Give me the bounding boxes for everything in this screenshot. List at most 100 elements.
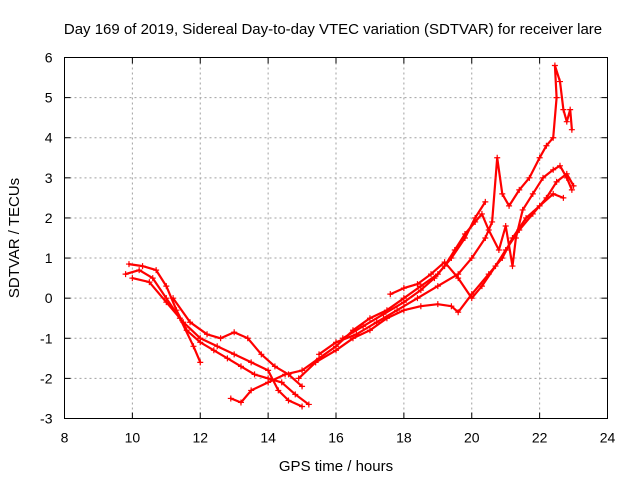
data-point-marker [299, 403, 306, 410]
data-point-marker [516, 186, 523, 193]
data-point-marker [570, 182, 577, 189]
data-point-marker [492, 263, 499, 270]
data-point-marker [543, 194, 550, 201]
satellite-track-3 [131, 277, 304, 408]
data-point-marker [494, 154, 501, 161]
data-point-marker [434, 301, 441, 308]
x-tick-label: 18 [396, 430, 412, 446]
data-point-marker [526, 174, 533, 181]
data-point-marker [468, 295, 475, 302]
data-point-marker [251, 371, 258, 378]
data-point-marker [451, 247, 458, 254]
data-point-marker [312, 359, 319, 366]
data-point-marker [482, 198, 489, 205]
data-point-marker [417, 287, 424, 294]
data-point-marker [472, 218, 479, 225]
data-point-marker [394, 307, 401, 314]
data-point-marker [333, 339, 339, 346]
data-point-marker [163, 283, 170, 290]
data-point-marker [495, 247, 502, 254]
data-point-marker [441, 259, 448, 266]
x-tick-label: 14 [260, 430, 276, 446]
data-point-marker [560, 106, 567, 113]
satellite-track-5 [229, 200, 487, 404]
data-point-marker [434, 283, 441, 290]
data-point-marker [489, 218, 496, 225]
data-point-marker [224, 355, 231, 362]
data-point-marker [295, 375, 302, 382]
data-point-marker [163, 299, 170, 306]
data-point-marker [551, 62, 558, 69]
data-point-marker [153, 267, 160, 274]
data-point-marker [414, 295, 421, 302]
x-tick-label: 22 [532, 430, 548, 446]
data-point-marker [248, 359, 255, 366]
data-point-marker [265, 379, 272, 386]
data-point-marker [400, 299, 407, 306]
y-tick-label: -2 [40, 370, 53, 386]
data-point-marker [333, 347, 339, 354]
data-point-marker [366, 327, 373, 334]
data-point-marker [536, 154, 543, 161]
data-point-marker [550, 134, 557, 141]
data-point-marker [275, 387, 282, 394]
data-point-marker [448, 303, 455, 310]
satellite-track-1 [124, 269, 202, 364]
y-axis-label: SDTVAR / TECUs [6, 178, 23, 298]
data-point-marker [204, 331, 211, 338]
data-point-marker [468, 255, 475, 262]
data-point-marker [299, 367, 306, 374]
data-point-marker [380, 311, 387, 318]
data-point-marker [568, 126, 575, 133]
data-point-marker [187, 319, 194, 326]
data-point-marker [146, 279, 153, 286]
data-point-marker [499, 190, 506, 197]
data-point-marker [414, 281, 421, 288]
y-tick-label: 6 [45, 50, 53, 66]
data-point-marker [485, 226, 492, 233]
y-tick-label: -1 [40, 330, 53, 346]
data-point-marker [190, 343, 197, 350]
data-point-marker [428, 271, 435, 278]
satellite-track-4 [172, 297, 304, 388]
y-tick-label: 4 [45, 130, 53, 146]
data-point-marker [400, 285, 407, 292]
y-tick-label: 0 [45, 290, 53, 306]
data-point-marker [400, 307, 407, 314]
data-point-marker [180, 319, 187, 326]
data-point-marker [197, 359, 204, 366]
data-point-marker [550, 166, 557, 173]
data-point-marker [139, 263, 146, 270]
y-tick-label: 1 [45, 250, 53, 266]
data-point-marker [271, 363, 278, 370]
x-tick-label: 20 [464, 430, 480, 446]
data-point-marker [237, 399, 244, 406]
chart-title: Day 169 of 2019, Sidereal Day-to-day VTE… [64, 21, 602, 38]
data-point-marker [529, 210, 536, 217]
data-point-marker [360, 323, 367, 330]
data-point-marker [563, 170, 570, 177]
series-layer [122, 62, 577, 410]
data-point-marker [258, 351, 265, 358]
x-tick-label: 12 [192, 430, 208, 446]
data-point-marker [563, 118, 570, 125]
data-point-marker [231, 329, 238, 336]
data-point-marker [237, 363, 244, 370]
data-point-marker [516, 226, 523, 233]
data-point-marker [455, 309, 462, 316]
satellite-track-9 [389, 172, 575, 300]
data-point-marker [502, 222, 509, 229]
data-point-marker [129, 275, 136, 282]
data-point-marker [455, 275, 462, 282]
data-point-marker [282, 371, 289, 378]
data-point-marker [278, 379, 285, 386]
data-point-marker [560, 194, 567, 201]
y-tick-label: 2 [45, 210, 53, 226]
data-point-marker [540, 174, 547, 181]
data-point-marker [387, 291, 394, 298]
y-tick-label: 5 [45, 90, 53, 106]
data-point-marker [217, 335, 224, 342]
data-point-marker [248, 387, 255, 394]
